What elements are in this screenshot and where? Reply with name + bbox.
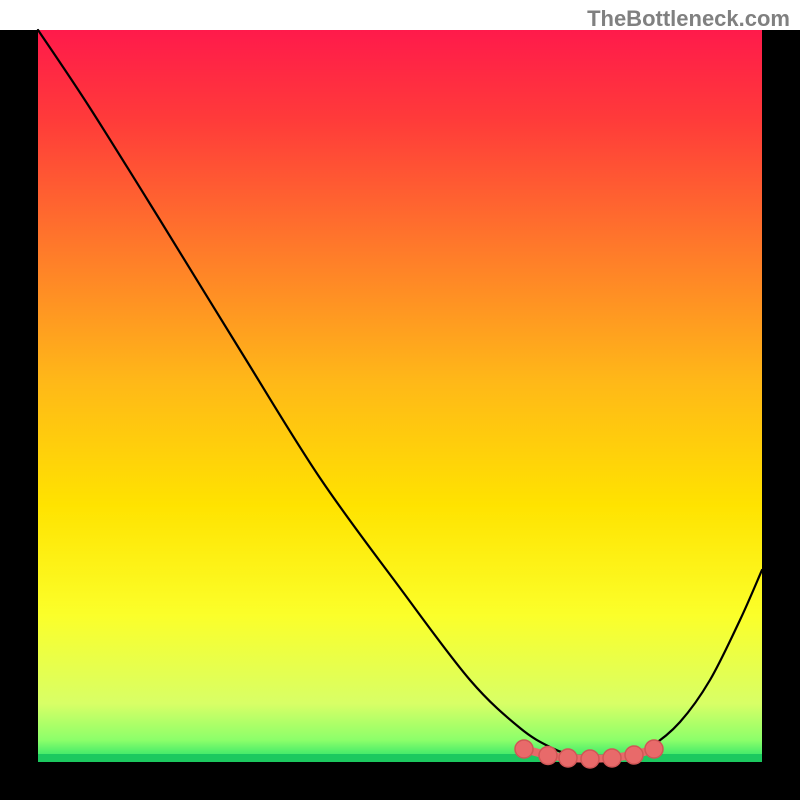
plot-gradient-area [38, 30, 762, 762]
watermark-text: TheBottleneck.com [587, 6, 790, 32]
green-bottom-strip [38, 754, 762, 762]
chart-container: { "watermark": { "text": "TheBottleneck.… [0, 0, 800, 800]
